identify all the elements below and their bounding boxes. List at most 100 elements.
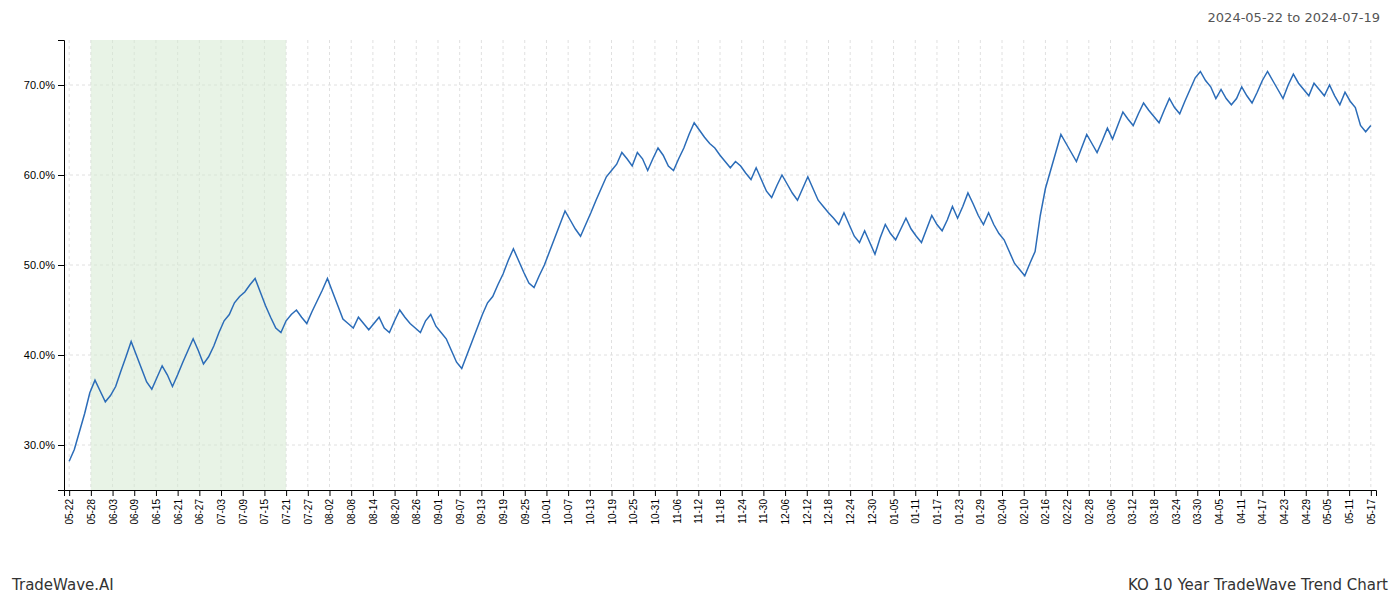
x-tick-mark <box>178 490 179 496</box>
x-tick-mark <box>416 490 417 496</box>
x-tick: 11-30 <box>758 490 769 524</box>
grid-line-x <box>1088 40 1089 490</box>
x-tick: 07-27 <box>303 490 314 525</box>
x-tick: 08-20 <box>390 490 401 525</box>
x-tick: 01-17 <box>932 490 943 525</box>
x-tick-label: 09-19 <box>498 499 509 525</box>
grid-line-x <box>633 40 634 490</box>
grid-line-x <box>915 40 916 490</box>
grid-line-x <box>828 40 829 490</box>
x-tick-mark <box>460 490 461 496</box>
x-axis-line <box>65 491 1377 497</box>
x-tick: 02-04 <box>997 490 1008 525</box>
x-tick: 06-09 <box>129 490 140 525</box>
x-tick: 06-27 <box>194 490 205 525</box>
x-tick: 09-07 <box>455 490 466 525</box>
y-tick: 30.0% <box>24 439 64 451</box>
y-axis: 30.0%40.0%50.0%60.0%70.0% <box>24 41 65 491</box>
grid-line-x <box>459 40 460 490</box>
x-tick: 09-25 <box>520 490 531 525</box>
x-tick-label: 05-17 <box>1366 499 1377 525</box>
x-tick-mark <box>546 490 547 496</box>
x-tick-mark <box>1045 490 1046 496</box>
x-tick-mark <box>698 490 699 496</box>
x-tick: 06-21 <box>173 490 184 525</box>
grid-line-x <box>1153 40 1154 490</box>
x-tick-mark <box>1002 490 1003 496</box>
x-tick: 02-16 <box>1040 490 1051 525</box>
x-tick: 07-21 <box>281 490 292 525</box>
x-tick-mark <box>308 490 309 496</box>
y-tick-mark <box>58 85 64 86</box>
grid-line-x <box>698 40 699 490</box>
y-tick-mark <box>58 265 64 266</box>
x-tick: 09-19 <box>498 490 509 525</box>
grid <box>64 40 1376 490</box>
grid-line-x <box>1132 40 1133 490</box>
y-tick-label: 60.0% <box>24 169 55 181</box>
x-tick-label: 08-08 <box>346 499 357 525</box>
x-tick-label: 05-05 <box>1322 499 1333 525</box>
grid-line-x <box>676 40 677 490</box>
x-tick-mark <box>980 490 981 496</box>
x-tick-label: 09-13 <box>476 499 487 525</box>
y-tick-mark <box>58 445 64 446</box>
footer-right: KO 10 Year TradeWave Trend Chart <box>1128 576 1388 594</box>
grid-line-x <box>1305 40 1306 490</box>
x-tick-mark <box>807 490 808 496</box>
x-tick-mark <box>113 490 114 496</box>
x-tick-label: 06-27 <box>194 499 205 525</box>
x-tick: 05-17 <box>1366 490 1377 525</box>
x-tick-mark <box>286 490 287 496</box>
x-axis: 05-2205-2806-0306-0906-1506-2106-2707-03… <box>64 490 1377 525</box>
line <box>69 72 1371 462</box>
shaded-span <box>91 40 286 490</box>
x-tick-mark <box>1154 490 1155 496</box>
x-tick-mark <box>1371 490 1372 496</box>
x-tick: 11-12 <box>693 490 704 524</box>
x-tick: 02-28 <box>1084 490 1095 525</box>
x-tick: 06-15 <box>151 490 162 525</box>
x-tick: 05-11 <box>1344 490 1355 524</box>
x-tick: 03-12 <box>1127 490 1138 525</box>
x-tick: 04-17 <box>1257 490 1268 525</box>
chart: 05-2205-2806-0306-0906-1506-2106-2707-03… <box>0 0 1400 600</box>
grid-line-x <box>1002 40 1003 490</box>
grid-line-x <box>329 40 330 490</box>
x-tick-mark <box>199 490 200 496</box>
x-tick: 10-07 <box>563 490 574 525</box>
x-tick-label: 04-23 <box>1279 499 1290 525</box>
x-tick-label: 10-19 <box>607 499 618 525</box>
x-tick-label: 11-06 <box>672 499 683 524</box>
x-tick-mark <box>395 490 396 496</box>
x-tick-label: 06-09 <box>129 499 140 525</box>
x-tick-label: 11-18 <box>715 499 726 524</box>
x-tick-mark <box>763 490 764 496</box>
x-tick-label: 11-30 <box>758 499 769 524</box>
x-tick-mark <box>590 490 591 496</box>
grid-line-x <box>1110 40 1111 490</box>
y-tick-label: 50.0% <box>24 259 55 271</box>
x-tick-mark <box>1327 490 1328 496</box>
grid-line-x <box>1023 40 1024 490</box>
x-tick-label: 04-17 <box>1257 499 1268 525</box>
x-tick-label: 10-31 <box>650 499 661 525</box>
x-tick-label: 05-11 <box>1344 499 1355 524</box>
grid-line-x <box>936 40 937 490</box>
x-tick-mark <box>156 490 157 496</box>
x-tick-mark <box>612 490 613 496</box>
grid-line-x <box>1045 40 1046 490</box>
x-tick: 12-12 <box>802 490 813 525</box>
grid-line-x <box>871 40 872 490</box>
grid-line-x <box>1370 40 1371 490</box>
grid-line-x <box>69 40 70 490</box>
x-tick-mark <box>655 490 656 496</box>
x-tick: 05-22 <box>64 490 75 525</box>
x-tick-label: 10-01 <box>541 499 552 525</box>
x-tick: 08-26 <box>411 490 422 525</box>
grid-line-x <box>850 40 851 490</box>
x-tick-mark <box>525 490 526 496</box>
x-tick-label: 02-04 <box>997 499 1008 525</box>
x-tick-mark <box>568 490 569 496</box>
x-tick: 05-05 <box>1322 490 1333 525</box>
